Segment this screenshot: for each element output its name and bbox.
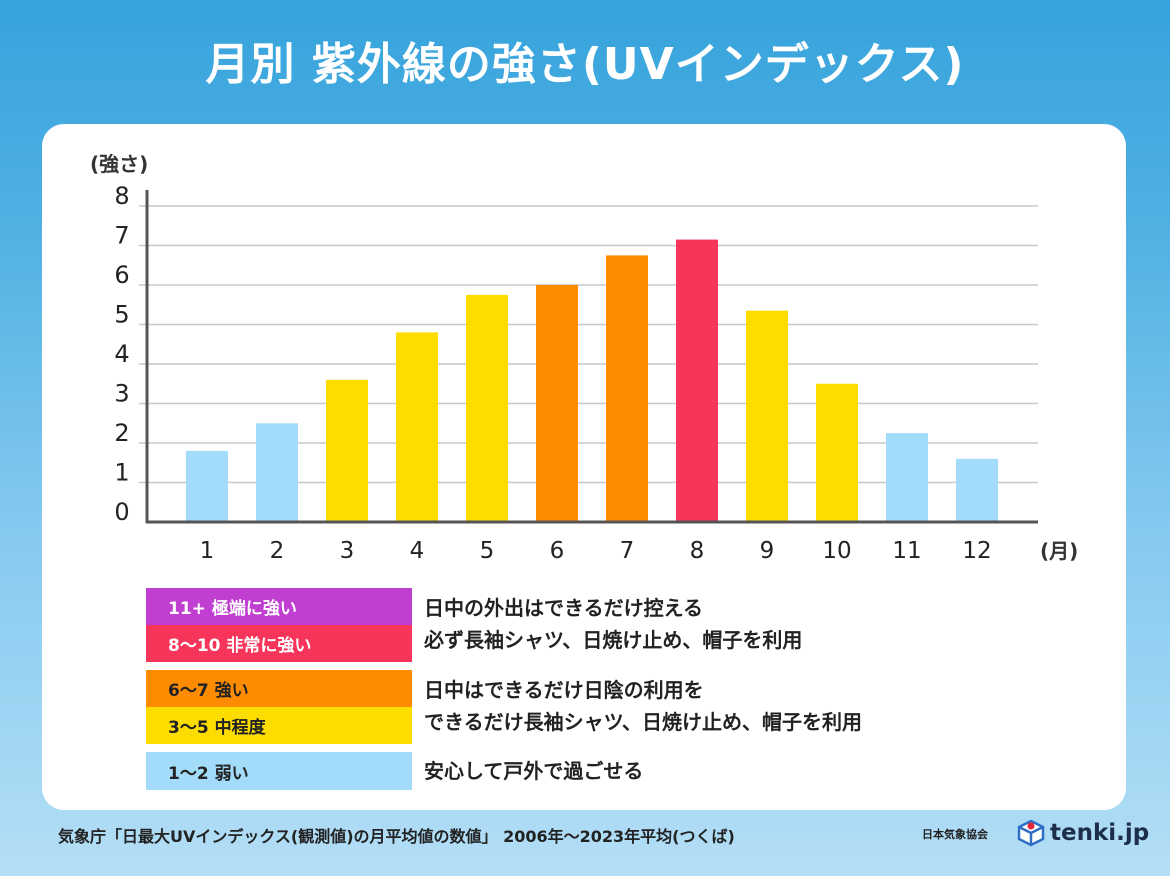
legend-label: 3〜5 中程度	[168, 718, 266, 738]
bar-month-11	[886, 433, 928, 522]
x-tick-label: 7	[620, 538, 635, 564]
y-tick-label: 1	[114, 459, 129, 487]
advice-moderate: 日中はできるだけ日陰の利用を できるだけ長袖シャツ、日焼け止め、帽子を利用	[424, 674, 862, 738]
legend-moderate: 3〜5 中程度	[146, 707, 412, 744]
y-tick-label: 6	[114, 261, 129, 289]
x-tick-label: 6	[550, 538, 565, 564]
x-tick-label: 10	[822, 538, 851, 564]
y-tick-label: 4	[114, 340, 129, 368]
legend-label: 11+ 極端に強い	[168, 599, 297, 619]
y-tick-label: 8	[114, 182, 129, 210]
page-title: 月別 紫外線の強さ(UVインデックス)	[205, 39, 965, 90]
legend-label: 6〜7 強い	[168, 681, 249, 701]
bar-month-5	[466, 294, 508, 522]
bar-month-2	[256, 423, 298, 522]
bar-month-12	[956, 458, 998, 522]
source-note: 気象庁「日最大UVインデックス(観測値)の月平均値の数値」 2006年〜2023…	[58, 827, 735, 846]
x-tick-label: 1	[200, 538, 215, 564]
bar-month-6	[536, 285, 578, 522]
bar-month-7	[606, 255, 648, 522]
bar-month-9	[746, 310, 788, 522]
y-tick-label: 7	[114, 222, 129, 250]
advice-very-strong: 日中の外出はできるだけ控える 必ず長袖シャツ、日焼け止め、帽子を利用	[424, 592, 802, 656]
tenki-logo[interactable]: tenki.jp	[1016, 818, 1149, 848]
legend-weak: 1〜2 弱い	[146, 752, 412, 790]
bar-month-10	[816, 383, 858, 522]
bars	[186, 239, 998, 522]
y-tick-labels: 0 1 2 3 4 5 6 7 8	[114, 182, 129, 526]
x-tick-label: 9	[760, 538, 775, 564]
advice-line: 日中はできるだけ日陰の利用を	[424, 678, 704, 702]
bar-month-3	[326, 379, 368, 522]
bar-month-1	[186, 450, 228, 522]
bar-month-4	[396, 332, 438, 522]
x-axis-label: (月)	[1040, 539, 1078, 563]
legend-very-strong: 8〜10 非常に強い	[146, 625, 412, 662]
bar-month-8	[676, 239, 718, 522]
advice-weak: 安心して戸外で過ごせる	[424, 755, 643, 787]
advice-line: 必ず長袖シャツ、日焼け止め、帽子を利用	[424, 628, 803, 652]
advice-line: 安心して戸外で過ごせる	[424, 759, 644, 783]
advice-line: できるだけ長袖シャツ、日焼け止め、帽子を利用	[424, 710, 862, 734]
x-tick-label: 11	[892, 538, 921, 564]
legend-strong: 6〜7 強い	[146, 670, 412, 707]
y-tick-label: 2	[114, 419, 129, 447]
legend-extreme: 11+ 極端に強い	[146, 588, 412, 625]
legend-label: 1〜2 弱い	[168, 763, 249, 784]
y-tick-label: 3	[114, 380, 129, 408]
x-tick-label: 5	[480, 538, 495, 564]
advice-line: 日中の外出はできるだけ控える	[424, 596, 703, 620]
logo-text: tenki.jp	[1050, 820, 1150, 846]
x-tick-label: 4	[410, 538, 425, 564]
y-tick-label: 0	[114, 498, 129, 526]
org-name: 日本気象協会	[922, 828, 988, 841]
legend-label: 8〜10 非常に強い	[168, 636, 312, 656]
x-tick-label: 12	[962, 538, 991, 564]
x-tick-label: 8	[690, 538, 705, 564]
x-tick-label: 3	[340, 538, 355, 564]
y-axis-label: (強さ)	[90, 152, 149, 176]
y-tick-label: 5	[114, 301, 129, 329]
tenki-logo-icon	[1017, 819, 1045, 847]
x-tick-labels: 1 2 3 4 5 6 7 8 9 10 11 12	[200, 538, 992, 564]
x-tick-label: 2	[270, 538, 285, 564]
